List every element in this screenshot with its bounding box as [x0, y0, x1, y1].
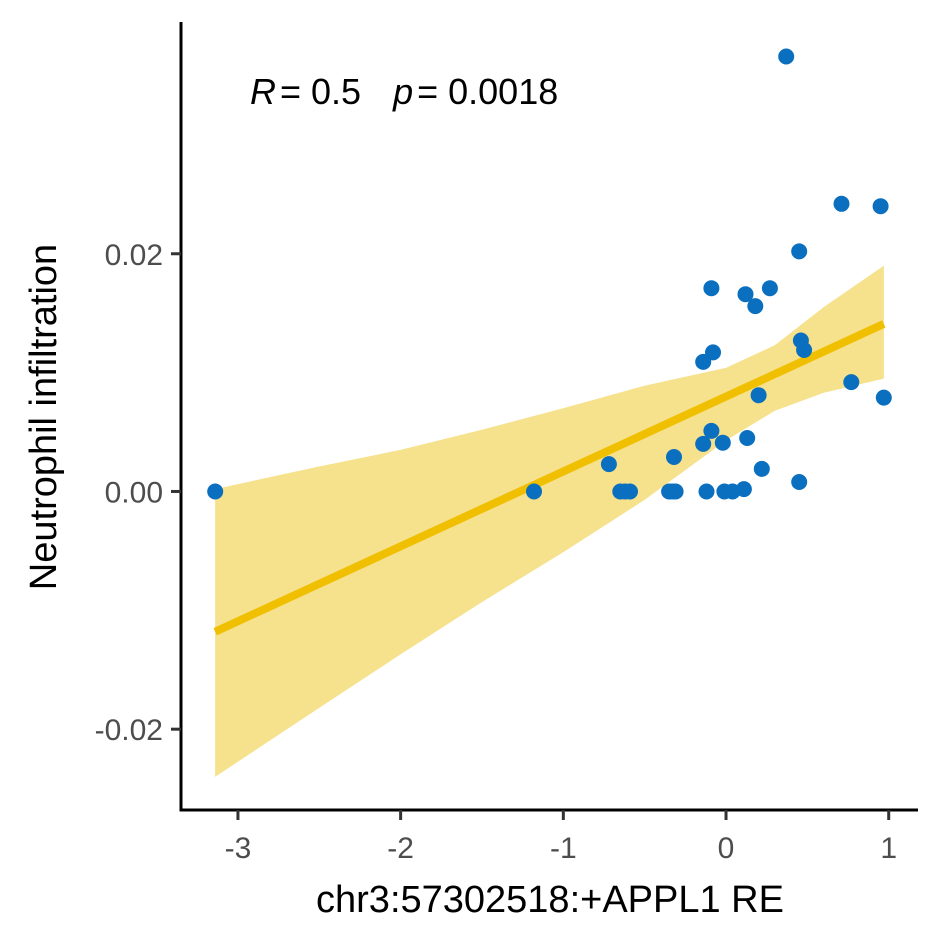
axes-layer: -3 -2 -1 0 1 -0.02 0.00 0.02 — [95, 22, 918, 865]
x-axis-title: chr3:57302518:+APPL1 RE — [316, 879, 784, 921]
data-point-28 — [791, 243, 808, 260]
annotation-text: R = 0.5 p = 0.0018 — [250, 71, 558, 112]
data-point-2 — [526, 483, 542, 500]
data-point-14 — [703, 280, 720, 297]
data-point-32 — [833, 195, 850, 212]
x-tick-label: -1 — [550, 832, 577, 865]
data-point-25 — [753, 460, 770, 477]
data-point-9 — [667, 483, 684, 500]
y-tick-label: 0.00 — [105, 476, 163, 509]
x-tick-label: -2 — [387, 832, 414, 865]
y-axis-title: Neutrophil infiltration — [23, 244, 65, 590]
fit-line-layer — [213, 265, 886, 777]
data-point-20 — [735, 481, 752, 498]
data-point-11 — [695, 435, 712, 452]
p-value: = 0.0018 — [417, 71, 558, 112]
data-point-22 — [739, 430, 756, 446]
data-point-16 — [703, 422, 720, 439]
x-tick-label: -3 — [225, 832, 252, 865]
data-point-15 — [705, 344, 721, 361]
data-point-10 — [666, 449, 682, 465]
y-tick-label: 0.02 — [105, 239, 163, 272]
data-points-layer — [207, 48, 892, 500]
data-point-24 — [750, 387, 767, 404]
data-point-23 — [747, 298, 764, 315]
data-point-17 — [714, 434, 731, 451]
data-point-35 — [875, 389, 892, 406]
regression-line — [213, 320, 886, 636]
data-point-26 — [761, 280, 778, 297]
data-point-34 — [872, 198, 889, 215]
data-point-13 — [698, 483, 715, 500]
data-point-6 — [622, 483, 638, 500]
confidence-band-overlay — [215, 265, 884, 777]
data-point-3 — [600, 456, 617, 473]
annotation-layer: R = 0.5 p = 0.0018 — [250, 71, 558, 112]
p-label: p — [392, 71, 413, 112]
data-point-33 — [843, 374, 860, 391]
x-tick-label: 1 — [880, 832, 897, 865]
x-tick-label: 0 — [718, 832, 735, 865]
r-label: R — [250, 71, 276, 112]
r-value: = 0.5 — [280, 71, 361, 112]
data-point-29 — [791, 474, 808, 490]
y-tick-label: -0.02 — [95, 714, 163, 747]
data-point-21 — [737, 286, 754, 303]
data-point-1 — [207, 483, 224, 500]
data-point-31 — [796, 342, 813, 358]
data-point-27 — [778, 48, 795, 65]
